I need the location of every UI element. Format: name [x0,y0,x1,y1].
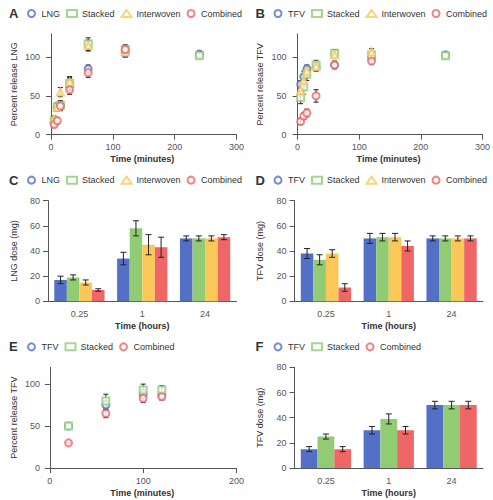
svg-text:Time (minutes): Time (minutes) [357,154,421,164]
svg-text:Stacked: Stacked [82,9,115,19]
svg-text:80: 80 [276,362,286,372]
svg-text:20: 20 [276,271,286,281]
svg-text:0: 0 [281,130,286,140]
svg-text:0: 0 [49,142,54,152]
svg-text:Combined: Combined [446,175,487,185]
svg-text:300: 300 [475,142,490,152]
svg-text:0: 0 [281,463,286,473]
svg-text:C: C [9,173,19,188]
svg-text:TFV: TFV [288,342,305,352]
svg-text:Time (minutes): Time (minutes) [110,154,174,164]
svg-text:TFV dose (mg): TFV dose (mg) [255,221,265,281]
svg-text:Percent release TFV: Percent release TFV [9,376,19,458]
svg-text:300: 300 [229,142,244,152]
svg-text:Stacked: Stacked [327,342,360,352]
svg-text:Time (hours): Time (hours) [115,321,169,331]
svg-text:100: 100 [136,476,151,486]
svg-text:0: 0 [47,476,52,486]
svg-text:20: 20 [30,271,40,281]
svg-text:40: 40 [276,413,286,423]
svg-text:D: D [256,173,265,188]
svg-text:TFV: TFV [42,342,59,352]
svg-text:50: 50 [276,91,286,101]
svg-text:LNG dose (mg): LNG dose (mg) [9,220,19,282]
svg-text:Interwoven: Interwoven [382,175,426,185]
svg-text:Stacked: Stacked [80,342,113,352]
svg-text:Combined: Combined [446,9,487,19]
svg-text:A: A [9,6,19,21]
svg-text:20: 20 [276,438,286,448]
svg-text:40: 40 [276,246,286,256]
svg-text:100: 100 [271,52,286,62]
svg-text:TFV: TFV [288,175,305,185]
svg-text:0.25: 0.25 [317,309,335,319]
svg-text:24: 24 [447,309,457,319]
svg-text:24: 24 [447,476,457,486]
svg-text:Combined: Combined [201,9,242,19]
svg-text:Combined: Combined [201,175,242,185]
svg-text:100: 100 [105,142,120,152]
svg-text:Percent release TFV: Percent release TFV [255,43,265,125]
svg-text:50: 50 [30,421,40,431]
svg-text:TFV dose (mg): TFV dose (mg) [255,388,265,448]
svg-text:100: 100 [25,379,40,389]
svg-text:Interwoven: Interwoven [137,9,181,19]
svg-text:100: 100 [25,52,40,62]
svg-text:24: 24 [200,309,210,319]
svg-text:200: 200 [167,142,182,152]
svg-text:Stacked: Stacked [82,175,115,185]
svg-text:Stacked: Stacked [327,175,360,185]
svg-text:0: 0 [35,130,40,140]
svg-text:Stacked: Stacked [327,9,360,19]
svg-text:Combined: Combined [380,342,421,352]
svg-text:0.25: 0.25 [71,309,89,319]
svg-text:Time (hours): Time (hours) [362,488,416,498]
svg-text:0: 0 [281,296,286,306]
svg-text:F: F [256,339,264,354]
svg-text:1: 1 [386,309,391,319]
svg-text:LNG: LNG [42,175,61,185]
svg-text:0: 0 [35,296,40,306]
svg-text:1: 1 [386,476,391,486]
svg-text:E: E [9,339,18,354]
svg-text:TFV: TFV [288,9,305,19]
svg-text:Time (minutes): Time (minutes) [110,488,174,498]
svg-text:0: 0 [295,142,300,152]
svg-text:60: 60 [30,221,40,231]
svg-text:Time (hours): Time (hours) [362,321,416,331]
svg-text:100: 100 [352,142,367,152]
svg-text:200: 200 [229,476,244,486]
svg-text:B: B [256,6,265,21]
svg-text:80: 80 [30,196,40,206]
svg-text:0.25: 0.25 [317,476,335,486]
svg-text:60: 60 [276,221,286,231]
svg-text:Interwoven: Interwoven [137,175,181,185]
svg-text:Interwoven: Interwoven [382,9,426,19]
svg-text:80: 80 [276,196,286,206]
svg-text:Percent release LNG: Percent release LNG [9,42,19,126]
svg-text:50: 50 [30,91,40,101]
svg-text:Combined: Combined [134,342,175,352]
svg-text:60: 60 [276,388,286,398]
svg-text:40: 40 [30,246,40,256]
svg-text:LNG: LNG [42,9,61,19]
svg-text:200: 200 [413,142,428,152]
svg-text:0: 0 [35,463,40,473]
svg-text:1: 1 [140,309,145,319]
